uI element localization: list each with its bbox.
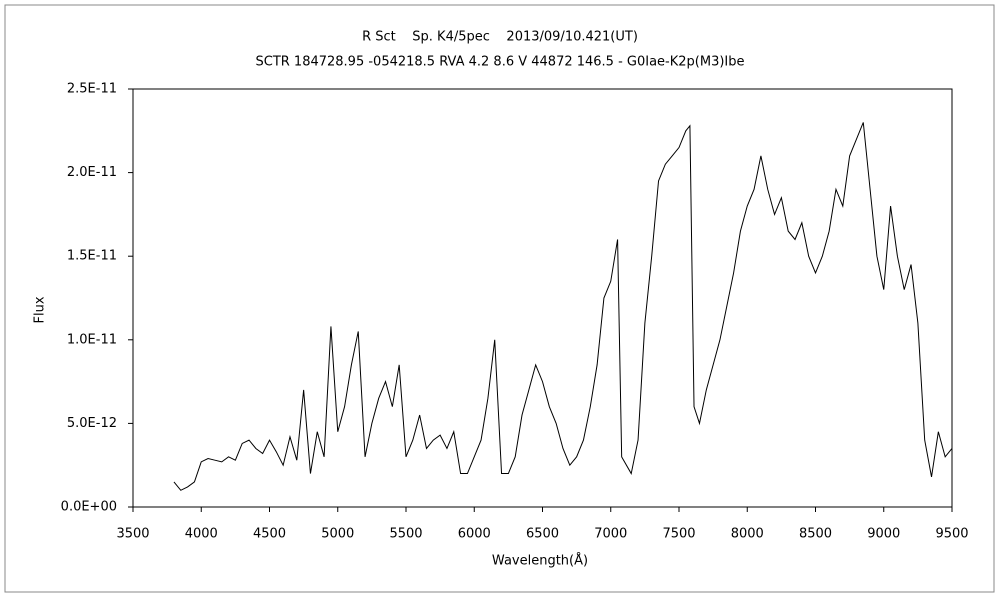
x-tick-label: 6500 <box>526 527 559 542</box>
x-tick-label: 4500 <box>253 527 286 542</box>
x-tick-label: 6000 <box>458 527 491 542</box>
x-tick-label: 5500 <box>389 527 422 542</box>
y-tick-label: 5.0E-12 <box>67 416 117 431</box>
y-tick-label: 1.0E-11 <box>67 332 117 347</box>
frame <box>4 4 995 593</box>
y-tick-label: 0.0E+00 <box>61 500 117 515</box>
y-tick-label: 2.5E-11 <box>67 82 117 97</box>
y-axis-label: Flux <box>33 296 48 323</box>
y-tick-label: 2.0E-11 <box>67 165 117 180</box>
spectrum-line <box>173 122 953 491</box>
chart-subtitle: SCTR 184728.95 -054218.5 RVA 4.2 8.6 V 4… <box>255 55 744 70</box>
x-tick-label: 9000 <box>867 527 900 542</box>
x-tick-label: 8500 <box>799 527 832 542</box>
x-axis-label: Wavelength(Å) <box>492 553 588 569</box>
x-tick-label: 8000 <box>731 527 764 542</box>
x-tick-label: 4000 <box>185 527 218 542</box>
chart-title: R Sct Sp. K4/5pec 2013/09/10.421(UT) <box>362 30 638 45</box>
x-tick-label: 7000 <box>594 527 627 542</box>
x-tick-label: 7500 <box>662 527 695 542</box>
y-tick-label: 1.5E-11 <box>67 249 117 264</box>
x-tick-label: 5000 <box>321 527 354 542</box>
x-tick-label: 3500 <box>116 527 149 542</box>
x-tick-label: 9500 <box>935 527 968 542</box>
